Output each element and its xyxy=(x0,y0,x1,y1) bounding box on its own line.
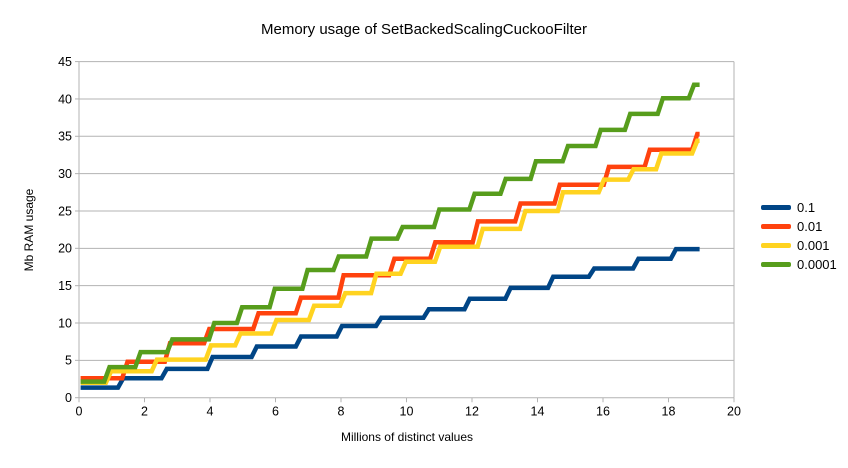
x-tick-label: 18 xyxy=(662,405,676,419)
x-tick-label: 0 xyxy=(76,405,83,419)
y-tick-label: 0 xyxy=(65,391,72,405)
legend-marker xyxy=(761,205,791,210)
x-tick-label: 12 xyxy=(465,405,479,419)
y-tick-label: 30 xyxy=(58,167,72,181)
legend-label: 0.0001 xyxy=(797,257,837,272)
x-tick-label: 6 xyxy=(272,405,279,419)
series-line-0.1 xyxy=(80,246,700,390)
legend-marker xyxy=(761,243,791,248)
x-tick-label: 20 xyxy=(727,405,741,419)
series-line-0.0001 xyxy=(80,82,700,384)
series-line-0.001 xyxy=(80,138,700,386)
x-tick-label: 8 xyxy=(338,405,345,419)
y-tick-label: 40 xyxy=(58,92,72,106)
y-tick-label: 10 xyxy=(58,316,72,330)
legend: 0.1 0.01 0.001 0.0001 xyxy=(761,198,837,274)
y-tick-label: 15 xyxy=(58,279,72,293)
x-tick-label: 2 xyxy=(141,405,148,419)
y-axis-title: Mb RAM usage xyxy=(22,188,36,272)
x-tick-label: 10 xyxy=(400,405,414,419)
legend-marker xyxy=(761,224,791,229)
legend-label: 0.001 xyxy=(797,238,830,253)
series-line-0.01 xyxy=(80,131,700,381)
y-tick-label: 20 xyxy=(58,242,72,256)
y-tick-label: 35 xyxy=(58,130,72,144)
legend-item: 0.01 xyxy=(761,217,837,236)
x-tick-label: 16 xyxy=(596,405,610,419)
x-tick-label: 14 xyxy=(531,405,545,419)
x-axis-title: Millions of distinct values xyxy=(340,430,474,444)
legend-item: 0.0001 xyxy=(761,255,837,274)
x-tick-label: 4 xyxy=(207,405,214,419)
legend-label: 0.1 xyxy=(797,200,816,215)
y-tick-label: 5 xyxy=(65,354,72,368)
chart-title: Memory usage of SetBackedScalingCuckooFi… xyxy=(261,21,587,38)
y-tick-label: 45 xyxy=(58,55,72,69)
legend-item: 0.001 xyxy=(761,236,837,255)
legend-item: 0.1 xyxy=(761,198,837,217)
y-tick-label: 25 xyxy=(58,204,72,218)
legend-label: 0.01 xyxy=(797,219,823,234)
legend-marker xyxy=(761,262,791,267)
